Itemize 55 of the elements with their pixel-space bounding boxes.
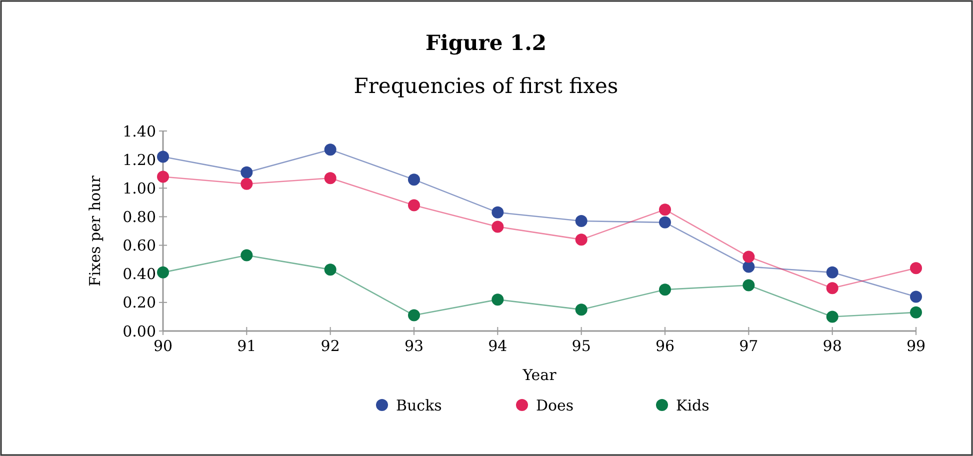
chart-title: Figure 1.2 (425, 30, 547, 55)
point (408, 174, 420, 186)
x-axis-title: Year (522, 366, 558, 384)
point (157, 266, 169, 278)
y-tick-label: 0.60 (122, 236, 156, 255)
y-tick-label: 1.20 (122, 150, 156, 169)
x-tick-label: 95 (572, 337, 591, 355)
legend-label: Does (536, 396, 574, 414)
point (910, 290, 922, 303)
point (324, 172, 336, 184)
y-tick-label: 0.20 (122, 294, 156, 312)
point (742, 250, 755, 263)
point (826, 266, 838, 278)
point (240, 166, 253, 178)
point (575, 215, 588, 227)
point (492, 220, 504, 233)
point (742, 260, 755, 273)
point (408, 309, 420, 322)
point (492, 294, 504, 306)
point (157, 150, 169, 163)
x-tick-label: 99 (906, 337, 926, 355)
point (742, 279, 755, 292)
point (240, 249, 253, 262)
y-tick-label: 0.80 (122, 208, 156, 226)
x-tick-label: 98 (822, 337, 842, 355)
legend-label: Bucks (396, 396, 442, 414)
point (659, 216, 671, 228)
legend-label: Kids (676, 396, 710, 414)
point (575, 234, 588, 246)
x-tick-label: 97 (739, 337, 758, 355)
point (826, 282, 838, 294)
point (910, 306, 922, 318)
point (659, 284, 671, 296)
point (324, 144, 336, 156)
x-tick-label: 94 (488, 337, 508, 355)
y-axis-title: Fixes per hour (86, 174, 104, 286)
chart-subtitle: Frequencies of first fixes (354, 74, 618, 98)
point (324, 264, 336, 276)
x-tick-label: 93 (404, 337, 424, 355)
point (492, 206, 504, 218)
y-tick-label: 0.40 (122, 265, 156, 284)
point (659, 204, 671, 216)
x-tick-label: 90 (153, 337, 173, 355)
point (408, 199, 420, 212)
x-tick-label: 96 (655, 337, 675, 355)
y-tick-label: 1.40 (122, 122, 156, 140)
y-tick-label: 0.00 (122, 322, 156, 340)
point (240, 178, 253, 190)
point (910, 262, 922, 274)
x-tick-label: 91 (237, 337, 256, 355)
x-tick-label: 92 (320, 337, 340, 355)
y-tick-label: 1.00 (122, 179, 156, 198)
point (157, 170, 169, 183)
point (575, 304, 588, 316)
point (826, 310, 838, 323)
